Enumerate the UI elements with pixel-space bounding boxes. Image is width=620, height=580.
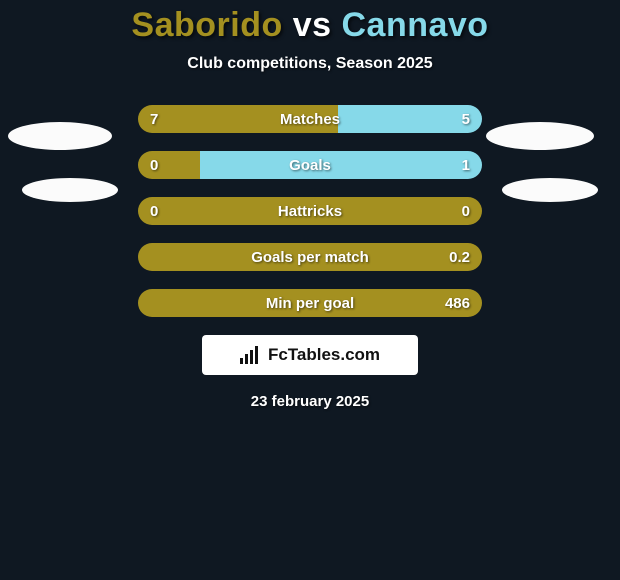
stat-bars: Matches75 Goals01 Hattricks00 Goals per mat… — [138, 105, 482, 317]
avatar-placeholder-left-1 — [8, 122, 112, 150]
bar-fill-right — [200, 151, 482, 179]
brand-text: FcTables.com — [268, 345, 380, 365]
stat-row: Hattricks00 — [138, 197, 482, 225]
title-vs: vs — [293, 6, 332, 44]
bar-fill-left — [138, 289, 482, 317]
stat-row: Goals per match0.2 — [138, 243, 482, 271]
bar-fill-right — [338, 105, 482, 133]
date-caption: 23 february 2025 — [0, 393, 620, 410]
bar-fill-left — [138, 151, 200, 179]
stat-row: Matches75 — [138, 105, 482, 133]
comparison-stage: Matches75 Goals01 Hattricks00 Goals per mat… — [0, 105, 620, 410]
stat-row: Min per goal486 — [138, 289, 482, 317]
page-title: Saborido vs Cannavo — [0, 0, 620, 45]
bar-fill-left — [138, 105, 338, 133]
title-player-b: Cannavo — [341, 6, 488, 44]
brand-badge: FcTables.com — [202, 335, 418, 375]
avatar-placeholder-left-2 — [22, 178, 118, 202]
avatar-placeholder-right-2 — [502, 178, 598, 202]
title-player-a: Saborido — [131, 6, 282, 44]
avatar-placeholder-right-1 — [486, 122, 594, 150]
stat-row: Goals01 — [138, 151, 482, 179]
bar-fill-left — [138, 197, 482, 225]
subtitle: Club competitions, Season 2025 — [0, 55, 620, 73]
bar-chart-icon — [240, 346, 262, 364]
bar-fill-left — [138, 243, 482, 271]
